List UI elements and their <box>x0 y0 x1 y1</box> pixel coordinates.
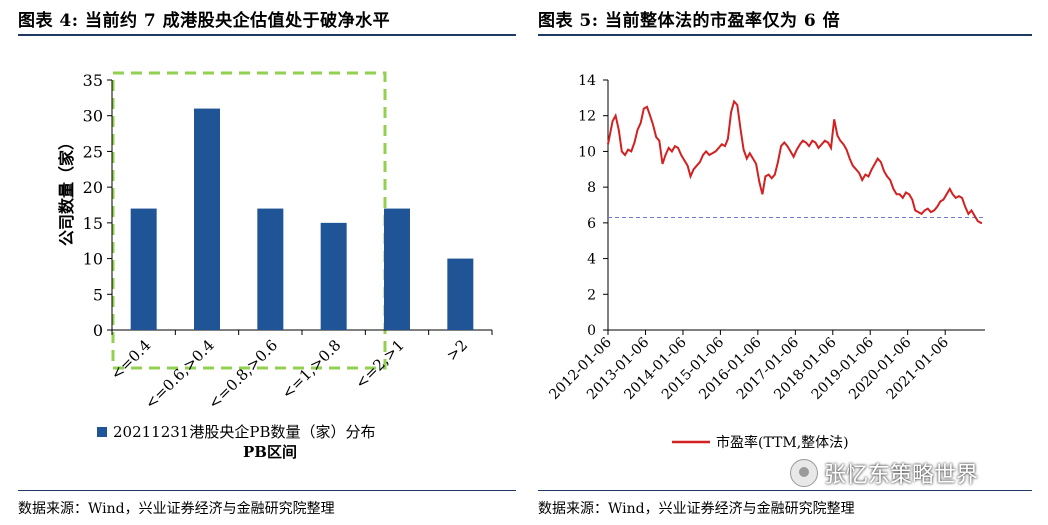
bar-category-label: >2 <box>443 336 471 364</box>
right-title-rule <box>538 34 1032 36</box>
bar <box>447 258 474 330</box>
bar <box>194 108 220 330</box>
bar <box>384 208 410 330</box>
left-figure-title: 图表 4: 当前约 7 成港股央企估值处于破净水平 <box>18 11 391 31</box>
bar <box>257 208 284 330</box>
bar-y-tick-label: 25 <box>83 142 103 161</box>
left-title-rule <box>18 34 516 36</box>
bar-x-axis-title: PB区间 <box>243 443 297 461</box>
line-y-tick-label: 8 <box>587 180 596 196</box>
right-source-note: 数据来源：Wind，兴业证券经济与金融研究院整理 <box>538 501 855 517</box>
right-figure-title: 图表 5: 当前整体法的市盈率仅为 6 倍 <box>538 11 841 31</box>
watermark-text: 张忆东策略世界 <box>824 463 979 488</box>
line-y-tick-label: 10 <box>578 144 596 160</box>
bar-y-tick-label: 0 <box>93 321 103 340</box>
line-y-tick-label: 0 <box>587 323 596 339</box>
bar-y-tick-label: 5 <box>93 285 103 304</box>
bar-y-tick-label: 20 <box>83 178 103 197</box>
bar-y-tick-label: 15 <box>83 214 103 233</box>
bar-category-label: <=2,>1 <box>352 336 408 392</box>
bar-y-tick-label: 10 <box>83 250 103 269</box>
line-y-tick-label: 6 <box>587 216 596 232</box>
line-y-tick-label: 4 <box>587 252 596 268</box>
line-y-tick-label: 14 <box>578 73 596 89</box>
bar-y-tick-label: 30 <box>83 107 103 126</box>
line-y-tick-label: 2 <box>587 287 596 303</box>
watermark: 张忆东策略世界 <box>790 457 978 489</box>
right-source-rule <box>538 490 1032 491</box>
line-legend-label: 市盈率(TTM,整体法) <box>716 434 849 451</box>
pe-ratio-series-line <box>607 99 982 224</box>
bar <box>130 208 157 330</box>
left-source-note: 数据来源：Wind，兴业证券经济与金融研究院整理 <box>18 501 335 517</box>
bar-y-axis-label: 公司数量（家） <box>57 134 76 246</box>
left-source-rule <box>18 490 516 491</box>
wechat-avatar-icon <box>790 459 818 487</box>
bar-legend-label: 20211231港股央企PB数量（家）分布 <box>113 423 375 441</box>
line-y-tick-label: 12 <box>578 109 596 125</box>
bar <box>320 222 347 330</box>
bar-legend-swatch <box>97 427 107 437</box>
bar-y-tick-label: 35 <box>83 71 103 90</box>
